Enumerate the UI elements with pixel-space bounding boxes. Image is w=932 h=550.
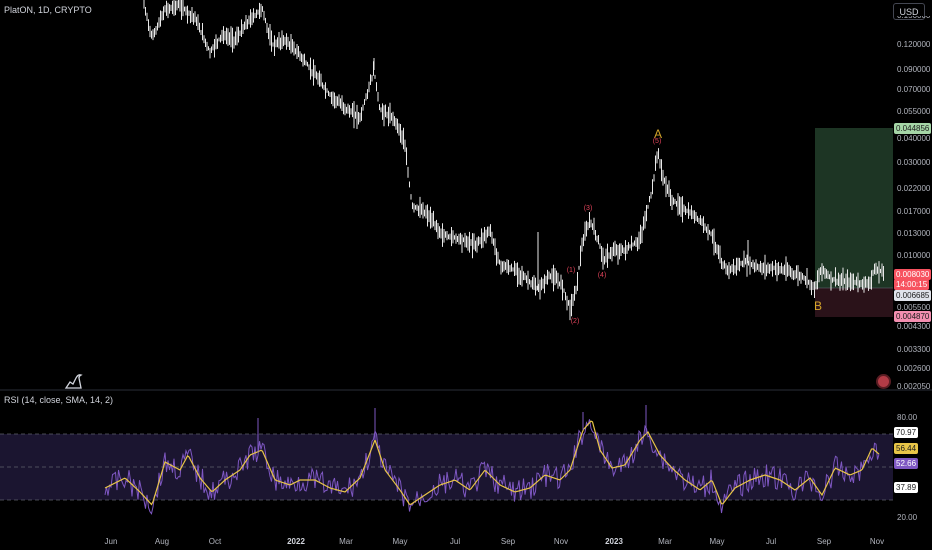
time-axis-label: Jun: [104, 537, 118, 546]
price-axis-label: 0.005500: [897, 303, 931, 312]
target-price-tag: 0.044856: [894, 123, 932, 134]
price-axis-label: 0.003300: [897, 345, 931, 354]
tradingview-logo-icon: [64, 372, 84, 390]
time-axis-label: May: [709, 537, 725, 546]
price-axis-label: 0.040000: [897, 134, 931, 143]
loss-zone: [815, 288, 893, 317]
record-icon[interactable]: [876, 374, 891, 389]
rsi-value-tag: 52.66: [894, 458, 919, 469]
price-axis-label: 0.017000: [897, 207, 931, 216]
time-axis-label: Oct: [208, 537, 222, 546]
price-axis-label: 0.150000: [897, 16, 930, 21]
wave-label-4[interactable]: (4): [597, 272, 607, 279]
price-axis-label: 0.002600: [897, 364, 931, 373]
profit-zone: [815, 128, 893, 288]
rsi-axis-80: 80.00: [897, 413, 918, 422]
price-axis-label: 0.002050: [897, 382, 931, 391]
rsi-ma-line: [104, 420, 880, 506]
time-axis-label: Jul: [765, 537, 777, 546]
price-axis-label: 0.120000: [897, 40, 931, 49]
rsi-ma-tag: 56.44: [894, 443, 919, 454]
rsi-line: [104, 419, 880, 515]
time-axis-label: 2023: [605, 537, 623, 546]
time-axis-label: Aug: [154, 537, 170, 546]
price-axis-label: 0.004300: [897, 322, 931, 331]
time-axis-label: May: [392, 537, 408, 546]
price-axis-label: 0.010000: [897, 251, 931, 260]
entry-price-tag: 0.006685: [894, 290, 932, 301]
last-price-tag: 0.008030: [894, 269, 932, 280]
time-axis-label: Nov: [869, 537, 885, 546]
price-axis-label: 0.090000: [897, 65, 931, 74]
wave-label-2[interactable]: (2): [570, 318, 580, 325]
price-axis-label: 0.013000: [897, 229, 931, 238]
time-axis-label: Sep: [816, 537, 832, 546]
rsi-indicator-title[interactable]: RSI (14, close, SMA, 14, 2): [4, 395, 114, 405]
wave-label-a[interactable]: A: [653, 127, 663, 141]
time-axis-label: Nov: [553, 537, 569, 546]
price-axis-label: 0.055000: [897, 107, 931, 116]
currency-button[interactable]: USD: [893, 3, 925, 20]
wave-label-3[interactable]: (3): [583, 205, 593, 212]
stop-price-tag: 0.004870: [894, 311, 932, 322]
price-candles: [143, 0, 884, 321]
wave-label-5[interactable]: (5): [652, 138, 662, 145]
time-axis-label: Mar: [658, 537, 672, 546]
time-axis-label: Mar: [339, 537, 353, 546]
rsi-axis-20: 20.00: [897, 513, 918, 522]
time-axis-label: 2022: [287, 537, 305, 546]
wave-label-b[interactable]: B: [813, 299, 823, 313]
price-axis-label: 0.070000: [897, 85, 931, 94]
time-axis-label: Sep: [500, 537, 516, 546]
rsi-lower-band-tag: 37.89: [894, 482, 919, 493]
rsi-upper-band-tag: 70.97: [894, 427, 919, 438]
time-axis-label: Jul: [449, 537, 461, 546]
bar-countdown-tag: 14:00:15: [894, 279, 930, 290]
price-axis-label: 0.030000: [897, 158, 931, 167]
symbol-title[interactable]: PlatON, 1D, CRYPTO: [4, 5, 92, 15]
wave-label-1[interactable]: (1): [566, 267, 576, 274]
price-axis-label: 0.022000: [897, 184, 931, 193]
